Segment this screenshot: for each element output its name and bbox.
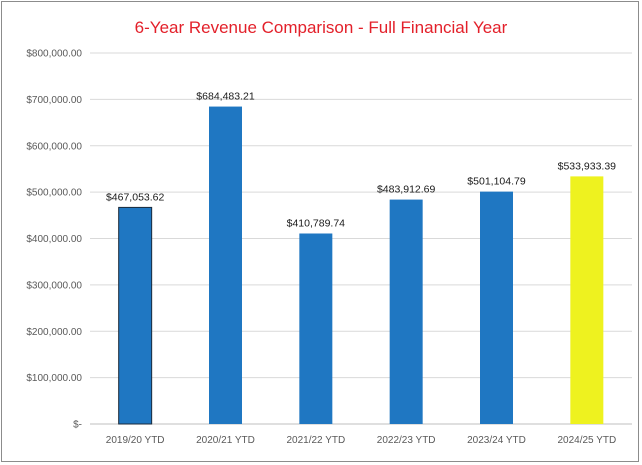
- y-tick-label: $800,000.00: [26, 49, 82, 60]
- x-tick-label: 2020/21 YTD: [196, 435, 255, 446]
- x-tick-label: 2021/22 YTD: [286, 435, 345, 446]
- data-label: $483,912.69: [377, 184, 436, 196]
- y-tick-label: $500,000.00: [26, 188, 82, 199]
- bar: [118, 206, 153, 425]
- y-tick-label: $100,000.00: [26, 373, 82, 384]
- y-tick-label: $600,000.00: [26, 141, 82, 152]
- data-label: $467,053.62: [106, 191, 165, 203]
- y-tick-label: $300,000.00: [26, 280, 82, 291]
- data-labels: $467,053.62 $684,483.21 $410,789.74 $483,91…: [106, 91, 616, 230]
- data-label: $501,104.79: [467, 176, 526, 188]
- revenue-bar-chart: 6-Year Revenue Comparison - Full Financi…: [26, 18, 632, 446]
- bar: [570, 176, 604, 424]
- data-label: $533,933.39: [558, 160, 617, 172]
- y-tick-label: $200,000.00: [26, 327, 82, 338]
- gridlines: [90, 52, 632, 425]
- data-label: $410,789.74: [287, 217, 346, 229]
- x-tick-label: 2023/24 YTD: [467, 435, 526, 446]
- x-tick-label: 2022/23 YTD: [377, 435, 436, 446]
- y-tick-label: $-: [73, 420, 82, 431]
- x-tick-label: 2024/25 YTD: [557, 435, 616, 446]
- bar: [299, 233, 333, 424]
- y-tick-label: $700,000.00: [26, 95, 82, 106]
- bar: [480, 191, 513, 424]
- x-tick-label: 2019/20 YTD: [106, 435, 165, 446]
- y-axis-tick-labels: $- $100,000.00 $200,000.00 $300,000.00 $400,…: [26, 49, 82, 431]
- bars: [118, 106, 604, 425]
- bar: [209, 106, 242, 424]
- bar: [389, 199, 423, 424]
- data-label: $684,483.21: [196, 91, 255, 103]
- x-axis-tick-labels: 2019/20 YTD 2020/21 YTD 2021/22 YTD 2022/23…: [106, 435, 616, 446]
- chart-title: 6-Year Revenue Comparison - Full Financi…: [135, 18, 508, 37]
- y-tick-label: $400,000.00: [26, 234, 82, 245]
